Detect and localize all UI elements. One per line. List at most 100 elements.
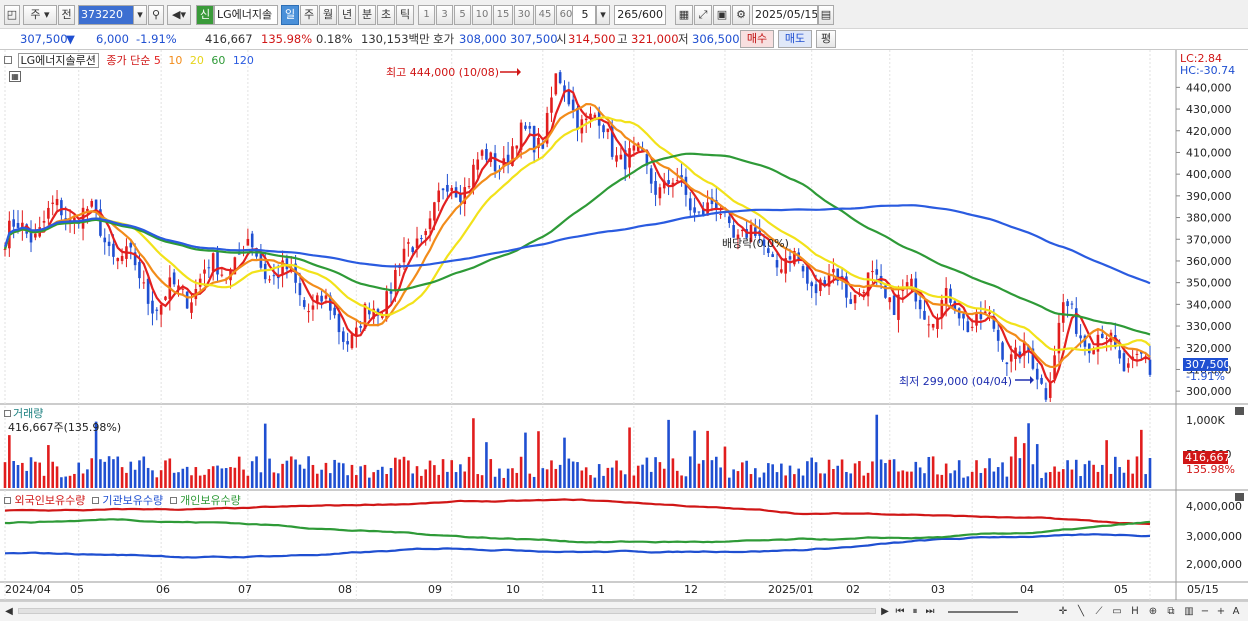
- interval-input[interactable]: 5: [572, 5, 596, 25]
- volume-bar: [276, 473, 280, 488]
- volume-bar: [363, 464, 367, 488]
- font-size-icon[interactable]: A: [1232, 606, 1240, 617]
- volume-bar: [923, 473, 926, 488]
- candle-body: [233, 257, 237, 275]
- minute-btn-45[interactable]: 45: [535, 5, 555, 25]
- candle-body: [450, 187, 454, 191]
- foreign-holding-label[interactable]: 외국인보유수량: [14, 494, 86, 507]
- chart-scrollbar[interactable]: ◀ ▶ ⏮ ⏸ ⏭ ✛ ╲ ⟋ ▭ Ꮋ ⊕ ⧉ ▥ − + A: [0, 601, 1248, 621]
- speaker-icon[interactable]: ◀▾: [167, 5, 191, 25]
- sell-button[interactable]: 매도: [778, 30, 812, 48]
- tab-second[interactable]: 초: [377, 5, 395, 25]
- volume-bar: [47, 445, 50, 488]
- table-icon[interactable]: ▦: [9, 71, 21, 82]
- institution-holding-label[interactable]: 기관보유수량: [102, 494, 164, 507]
- candle-body: [888, 297, 892, 303]
- minute-btn-3[interactable]: 3: [436, 5, 453, 25]
- text-tool-icon[interactable]: Ꮋ: [1131, 606, 1139, 617]
- gear-icon[interactable]: ⚙: [732, 5, 750, 25]
- volume-bar: [545, 469, 549, 488]
- legend-ma10[interactable]: 10: [168, 54, 183, 67]
- legend-ma5[interactable]: 5: [153, 54, 161, 67]
- buy-button[interactable]: 매수: [740, 30, 774, 48]
- tab-tick[interactable]: 틱: [396, 5, 414, 25]
- volume-bar: [519, 456, 523, 488]
- volume-bar: [1096, 471, 1100, 488]
- candle-body: [311, 305, 315, 310]
- volume-bar: [90, 458, 94, 488]
- calendar-icon[interactable]: ▤: [818, 5, 834, 25]
- shape-icon[interactable]: ▭: [1112, 606, 1122, 617]
- zoom-tool-icon[interactable]: ⊕: [1148, 606, 1158, 617]
- copy-icon[interactable]: ⧉: [1167, 606, 1175, 617]
- window-icon[interactable]: ◰: [4, 5, 20, 25]
- draw-icon[interactable]: ⤢: [694, 5, 712, 25]
- search-icon[interactable]: ⚲: [148, 5, 164, 25]
- candlestick-series: [3, 70, 1152, 402]
- minute-btn-1[interactable]: 1: [418, 5, 435, 25]
- crosshair-icon[interactable]: ✛: [1058, 606, 1068, 617]
- panel-close-icon[interactable]: [1235, 493, 1244, 501]
- draw-line-icon[interactable]: ╲: [1077, 606, 1085, 617]
- minute-btn-30[interactable]: 30: [514, 5, 534, 25]
- eval-button[interactable]: 평: [816, 30, 836, 48]
- prev-select[interactable]: 전: [58, 5, 75, 25]
- legend-ma60[interactable]: 60: [211, 54, 226, 67]
- volume-bar: [472, 418, 475, 488]
- stock-code-input[interactable]: 373220: [78, 5, 134, 25]
- period-select[interactable]: 주 ▾: [23, 5, 57, 25]
- panel-close-icon[interactable]: [1235, 407, 1244, 415]
- volume-bar: [988, 458, 991, 488]
- minute-btn-10[interactable]: 10: [472, 5, 492, 25]
- candle-body: [1009, 354, 1013, 362]
- last-page-icon[interactable]: ⏭: [925, 606, 935, 617]
- scroll-track[interactable]: [18, 608, 876, 614]
- ma-line-120: [3, 204, 1151, 285]
- top-toolbar: ◰ 주 ▾ 전 373220 ▾ ⚲ ◀▾ 신 LG에너지솔 일 주 월 년 분…: [0, 0, 1248, 29]
- scroll-left-icon[interactable]: ◀: [5, 606, 13, 617]
- volume-bar: [498, 468, 501, 488]
- volume-bar: [780, 463, 783, 488]
- indicator-icon[interactable]: ▦: [675, 5, 693, 25]
- tab-daily[interactable]: 일: [281, 5, 299, 25]
- chart-type-icon[interactable]: ▥: [1184, 606, 1194, 617]
- volume-bar: [467, 456, 471, 488]
- tab-minute[interactable]: 분: [358, 5, 376, 25]
- minute-btn-5[interactable]: 5: [454, 5, 471, 25]
- tab-weekly[interactable]: 주: [300, 5, 318, 25]
- volume-bar: [1005, 476, 1009, 488]
- tab-yearly[interactable]: 년: [338, 5, 356, 25]
- stock-chart[interactable]: 440,000 430,000 420,000 410,000 400,000 390,0…: [0, 50, 1248, 601]
- volume-bar: [806, 461, 809, 488]
- pause-icon[interactable]: ⏸: [912, 606, 918, 617]
- chart-area[interactable]: 440,000 430,000 420,000 410,000 400,000 390,0…: [0, 50, 1248, 621]
- candle-body: [493, 153, 497, 172]
- individual-holding-label[interactable]: 개인보유수량: [180, 494, 241, 507]
- volume-bar: [120, 467, 124, 488]
- zoom-out-icon[interactable]: −: [1200, 606, 1210, 617]
- tab-monthly[interactable]: 월: [319, 5, 337, 25]
- volume-bar: [832, 468, 835, 488]
- interval-dropdown-icon[interactable]: ▾: [596, 5, 610, 25]
- scroll-right-icon[interactable]: ▶: [881, 606, 889, 617]
- volume-bar: [558, 464, 562, 488]
- count-field[interactable]: 265/600: [614, 5, 666, 25]
- candle-body: [1022, 341, 1026, 356]
- candle-body: [420, 238, 423, 240]
- zoom-slider[interactable]: [948, 611, 1018, 613]
- volume-bar: [706, 430, 709, 488]
- volume-bar: [424, 469, 427, 488]
- stock-name-field[interactable]: LG에너지솔: [214, 5, 278, 25]
- zoom-in-icon[interactable]: +: [1216, 606, 1226, 617]
- candle-body: [584, 118, 588, 121]
- last-pct-label: -1.91%: [1186, 370, 1225, 383]
- save-icon[interactable]: ▣: [713, 5, 731, 25]
- legend-stock-name[interactable]: LG에너지솔루션: [17, 53, 99, 68]
- legend-ma120[interactable]: 120: [232, 54, 254, 67]
- code-dropdown-icon[interactable]: ▾: [133, 5, 147, 25]
- trend-icon[interactable]: ⟋: [1095, 606, 1103, 617]
- date-field[interactable]: 2025/05/15: [752, 5, 818, 25]
- minute-btn-15[interactable]: 15: [493, 5, 513, 25]
- first-page-icon[interactable]: ⏮: [895, 606, 905, 617]
- legend-ma20[interactable]: 20: [189, 54, 204, 67]
